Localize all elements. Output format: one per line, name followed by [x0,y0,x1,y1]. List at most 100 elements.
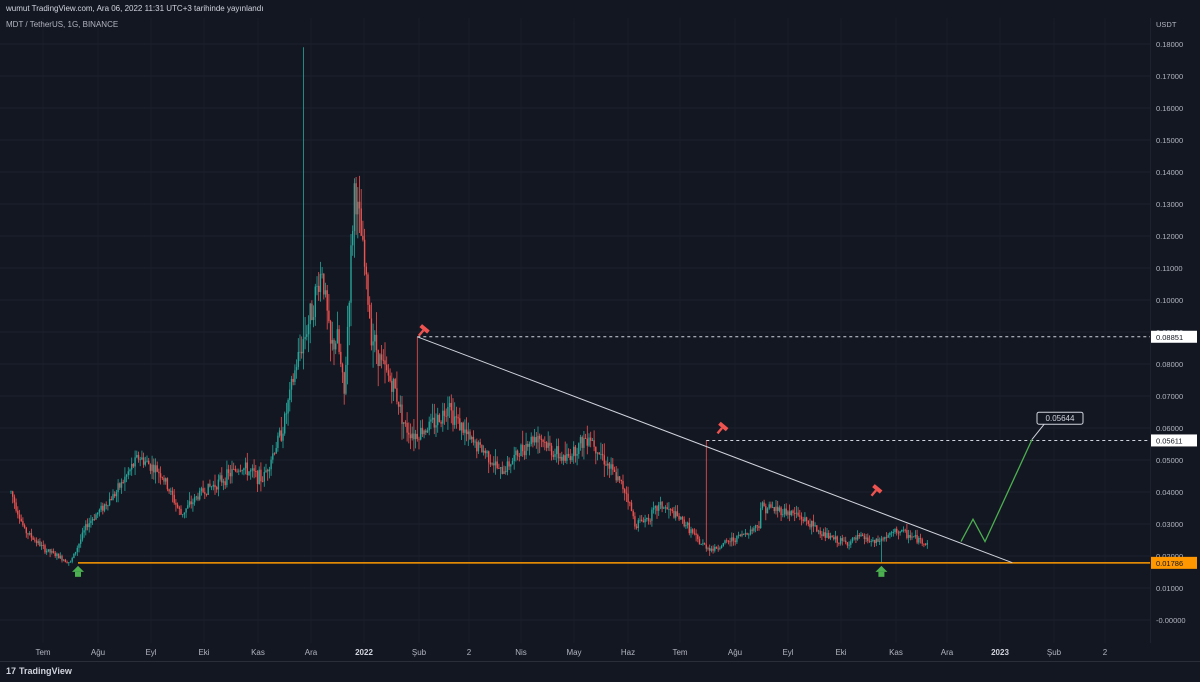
tradingview-logo[interactable]: 17 TradingView [6,666,72,676]
candle-body [129,469,131,472]
candle-body [770,504,772,508]
candle-body [821,534,823,537]
candle-body [766,508,769,514]
time-tick-label: Tem [672,648,687,657]
candle-body [544,441,546,443]
candle-body [834,536,837,540]
candle-body [423,430,425,435]
price-level-label-box [1151,330,1197,343]
candle-body [590,437,592,441]
candle-body [841,538,843,541]
candle-body [210,486,213,488]
candle-body [758,526,760,528]
candle-body [595,446,597,454]
candle-body [782,514,784,516]
candle-body [581,437,583,448]
candle-body [35,540,38,544]
candle-body [515,450,517,455]
candle-body [360,208,362,236]
price-tick-label: -0.00000 [1156,616,1186,625]
candle-body [744,533,747,535]
candle-body [214,484,216,488]
candle-body [675,511,677,518]
candle-body [843,540,845,542]
symbol-label[interactable]: MDT / TetherUS, 1G, BINANCE [6,20,119,29]
candle-body [115,492,118,497]
candle-body [591,440,594,442]
candle-body [593,440,595,447]
candle-body [530,436,532,444]
candle-body [913,536,915,538]
price-chart[interactable]: Tem Ağu Eyl Eki Kas Ara 2022 Şub 2 Nis May Haz Tem Ağ… [0,18,1150,661]
candle-body [394,379,396,389]
candle-body [909,535,911,538]
candle-body [777,506,779,511]
tradingview-logo-icon: 17 [6,666,17,676]
footer-bar: 17 TradingView [0,661,1200,682]
time-tick-label: Ara [305,648,318,657]
candle-body [705,544,707,549]
candle-body [601,453,604,456]
candle-body [853,537,855,539]
candle-body [309,303,311,325]
candle-body [561,456,563,461]
time-tick-label: Ağu [728,648,742,657]
candle-body [520,444,522,457]
candle-body [805,517,808,522]
candle-body [285,413,288,415]
candle-body [105,504,107,506]
candle-body [822,532,825,537]
candle-body [522,444,524,452]
candle-body [386,364,388,371]
time-tick-label: Haz [621,648,635,657]
candle-body [173,494,175,503]
candle-body [369,304,371,319]
candle-body [265,470,267,473]
time-tick-label: Eyl [145,648,156,657]
candle-body [607,463,609,466]
candle-body [652,507,655,510]
chart-area[interactable]: Tem Ağu Eyl Eki Kas Ara 2022 Şub 2 Nis May Haz Tem Ağ… [0,18,1150,661]
candle-body [59,555,61,559]
time-tick-label: Kas [889,648,903,657]
price-tick-label: 0.05000 [1156,456,1183,465]
candle-body [780,507,782,516]
candle-body [448,403,451,408]
candle-body [151,464,153,471]
candle-body [465,429,468,435]
candle-body [814,525,816,527]
candle-body [651,509,653,521]
candle-body [124,476,126,483]
time-tick-label: 2022 [355,648,373,657]
candle-body [724,540,726,544]
candle-body [442,410,444,424]
candle-body [202,488,204,493]
candle-body [911,536,913,538]
candle-body [27,533,29,535]
candle-body [851,538,854,542]
candle-body [44,545,46,553]
price-axis[interactable]: USDT 0.18000 0.17000 0.16000 0.15000 0.14000 0… [1149,18,1200,661]
candle-body [134,457,136,467]
candle-body [452,410,454,425]
candle-body [435,425,437,428]
candle-body [856,535,859,540]
candle-body [80,539,82,544]
candle-body [178,507,180,509]
candle-body [600,453,602,455]
candle-body [29,533,31,535]
candle-body [365,266,367,275]
candle-body [476,441,478,452]
candle-body [132,463,135,467]
price-level-label: 0.08851 [1156,333,1183,342]
price-tick-label: 0.01000 [1156,584,1183,593]
candle-body [71,558,73,562]
candle-body [183,512,186,515]
candle-body [370,318,373,346]
candle-body [136,455,138,458]
candle-body [268,469,271,472]
candle-body [510,464,512,467]
candle-body [625,492,628,494]
candle-body [627,493,629,503]
time-tick-label: Şub [412,648,427,657]
